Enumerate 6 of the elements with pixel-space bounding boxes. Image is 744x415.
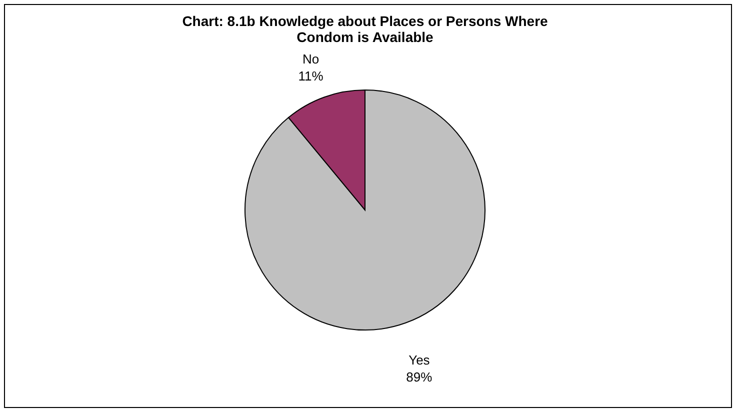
- chart-title: Chart: 8.1b Knowledge about Places or Persons Where Condom is Available: [182, 13, 548, 45]
- slice-label: No: [302, 51, 320, 66]
- slice-label: Yes: [408, 352, 430, 368]
- pie-slice: [244, 90, 486, 330]
- data-label: 11%: [298, 68, 324, 84]
- data-label: 89%: [406, 370, 433, 385]
